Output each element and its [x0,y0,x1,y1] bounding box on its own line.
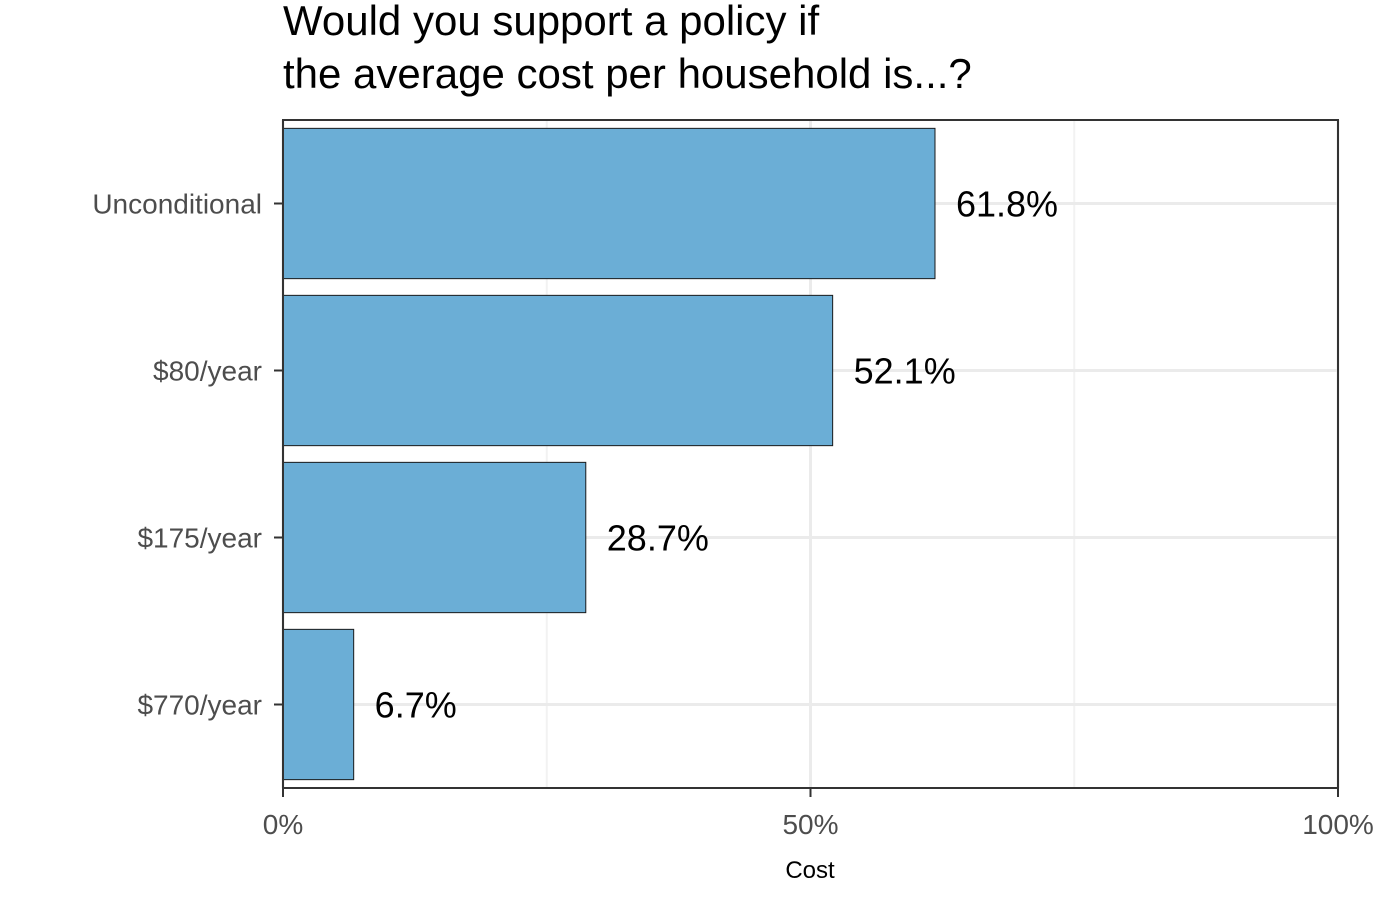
x-tick-label: 100% [1302,809,1374,840]
chart-title-line-1: Would you support a policy if [283,0,820,44]
bar [282,628,355,781]
y-tick-label: $770/year [137,690,262,721]
data-label: 52.1% [854,351,956,392]
data-label: 61.8% [956,184,1058,225]
y-tick-label: Unconditional [92,189,262,220]
chart-title-line-2: the average cost per household is...? [283,50,972,97]
chart-title: Would you support a policy if the averag… [283,0,972,97]
data-labels: 61.8% 52.1% 28.7% 6.7% [375,184,1058,726]
x-axis-title: Cost [785,857,835,884]
bar [282,461,587,614]
y-tick-label: $175/year [137,523,262,554]
x-axis: 0% 50% 100% [263,788,1374,840]
data-label: 28.7% [607,518,709,559]
y-tick-label: $80/year [153,356,262,387]
data-label: 6.7% [375,685,457,726]
bar [282,294,834,447]
bars [282,127,936,781]
x-tick-label: 0% [263,809,303,840]
y-axis: Unconditional $80/year $175/year $770/year [92,189,283,721]
x-tick-label: 50% [782,809,838,840]
bar [282,127,936,280]
